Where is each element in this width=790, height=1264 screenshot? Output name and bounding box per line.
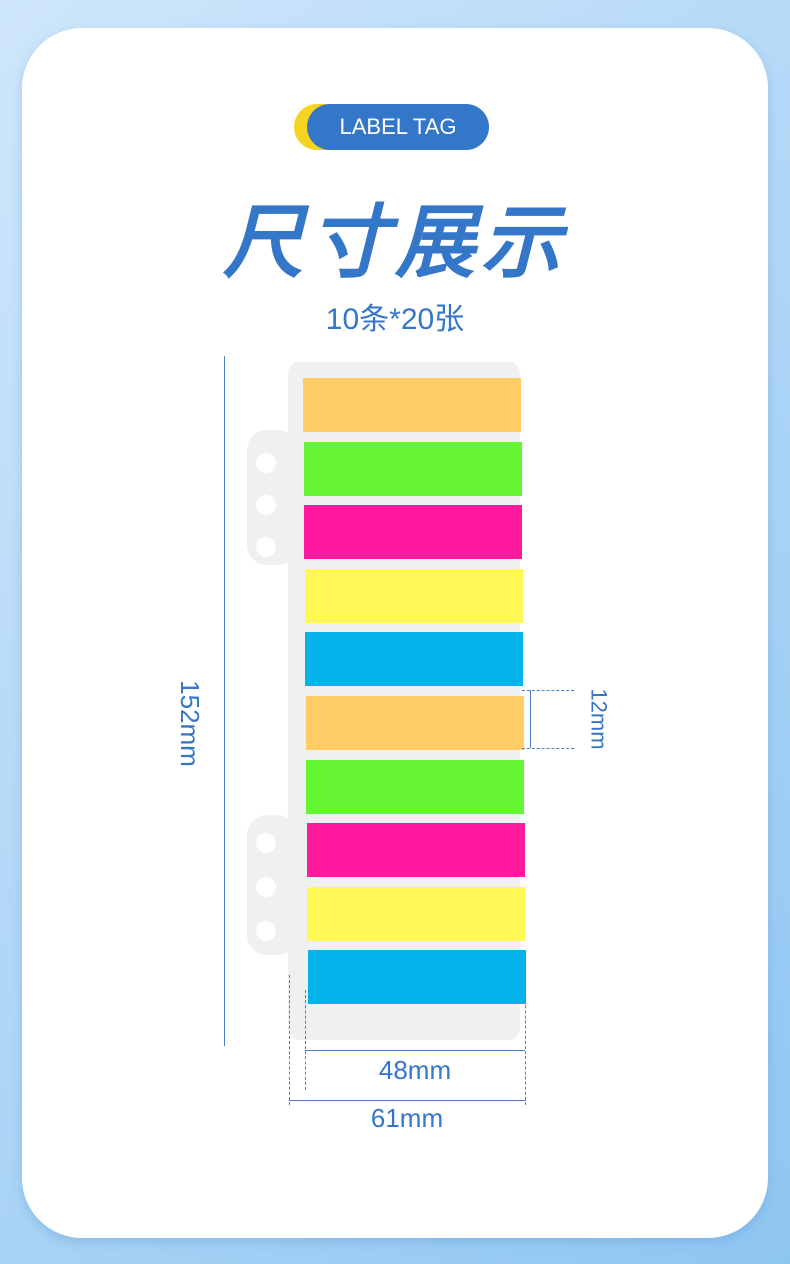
index-tab — [306, 759, 524, 814]
index-tab — [305, 568, 523, 623]
guide — [305, 990, 306, 1090]
index-tab — [307, 823, 525, 878]
tab-height-label: 12mm — [586, 688, 612, 750]
tab-height-dimension-line — [530, 690, 531, 748]
hole — [256, 921, 276, 941]
index-tab — [306, 696, 524, 750]
guide — [522, 690, 574, 691]
index-tab — [307, 886, 525, 941]
index-tab — [308, 950, 526, 1005]
guide — [289, 975, 290, 1105]
guide — [525, 990, 526, 1105]
index-tab — [303, 378, 521, 432]
hole — [256, 877, 276, 897]
height-label: 152mm — [174, 680, 205, 767]
hole — [256, 453, 276, 473]
tab-width-label: 48mm — [378, 1055, 452, 1085]
hole — [256, 537, 276, 557]
hole — [256, 495, 276, 515]
page-title: 尺寸展示 — [223, 196, 567, 289]
index-tab — [305, 632, 523, 687]
tab-width-dimension-line — [305, 1050, 525, 1051]
total-width-label: 61mm — [370, 1103, 444, 1133]
total-width-dimension-line — [289, 1100, 526, 1101]
subtitle: 10条*20张 — [325, 303, 465, 336]
guide — [522, 748, 574, 749]
index-tab — [304, 441, 522, 496]
height-dimension-line — [224, 356, 225, 1046]
label-tag-badge: LABEL TAG — [307, 104, 489, 150]
hole — [256, 833, 276, 853]
index-tab — [304, 505, 522, 560]
